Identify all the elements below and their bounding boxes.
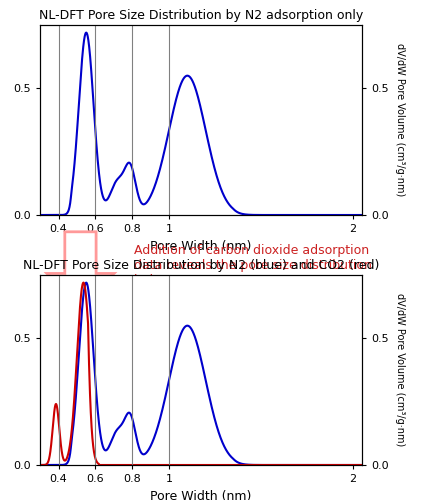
- Text: Addition of carbon dioxide adsorption
data reveals the pore size distribution
be: Addition of carbon dioxide adsorption da…: [134, 244, 372, 288]
- Title: NL-DFT Pore Size Distribution by N2 (blue) and CO2 (red): NL-DFT Pore Size Distribution by N2 (blu…: [23, 260, 380, 272]
- Y-axis label: dV/dW Pore Volume (cm³/g·nm): dV/dW Pore Volume (cm³/g·nm): [396, 44, 405, 197]
- X-axis label: Pore Width (nm): Pore Width (nm): [151, 490, 252, 500]
- X-axis label: Pore Width (nm): Pore Width (nm): [151, 240, 252, 252]
- Y-axis label: dV/dW Pore Volume (cm³/g·nm): dV/dW Pore Volume (cm³/g·nm): [396, 294, 405, 446]
- Title: NL-DFT Pore Size Distribution by N2 adsorption only: NL-DFT Pore Size Distribution by N2 adso…: [39, 10, 363, 22]
